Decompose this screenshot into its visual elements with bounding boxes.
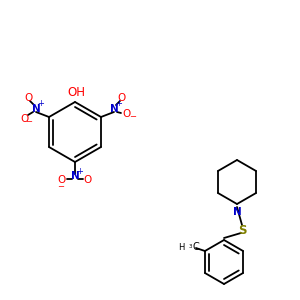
- Text: O: O: [24, 93, 32, 103]
- Text: +: +: [76, 167, 83, 176]
- Text: O: O: [84, 175, 92, 185]
- Text: H: H: [178, 242, 185, 251]
- Text: O: O: [58, 175, 66, 185]
- Text: +: +: [116, 100, 122, 109]
- Text: O: O: [20, 114, 28, 124]
- Text: +: +: [38, 100, 44, 109]
- Text: S: S: [238, 224, 246, 236]
- Text: O: O: [123, 109, 131, 119]
- Text: OH: OH: [67, 86, 85, 99]
- Text: C: C: [193, 242, 200, 252]
- Text: −: −: [26, 118, 32, 127]
- Text: N: N: [70, 171, 80, 181]
- Text: N: N: [32, 104, 40, 114]
- Text: −: −: [130, 112, 136, 122]
- Text: −: −: [58, 182, 64, 191]
- Text: 3: 3: [189, 244, 192, 249]
- Text: O: O: [118, 93, 126, 103]
- Text: N: N: [110, 104, 118, 114]
- Text: N: N: [232, 207, 242, 217]
